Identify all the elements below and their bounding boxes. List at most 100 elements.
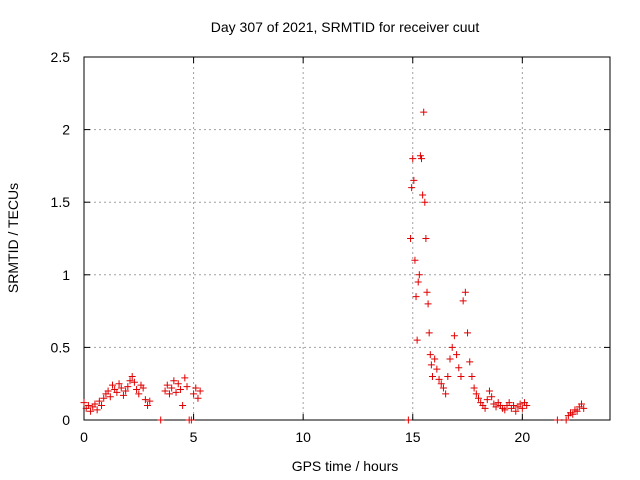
data-point (426, 351, 434, 359)
data-point (461, 288, 469, 296)
data-point (421, 198, 429, 206)
y-tick-label: 1 (62, 267, 70, 283)
data-point (126, 377, 134, 385)
y-tick-label: 2.5 (51, 49, 71, 65)
data-point (176, 386, 184, 394)
data-point (194, 394, 202, 402)
data-point (412, 293, 420, 301)
data-point (453, 351, 461, 359)
data-point (179, 401, 187, 409)
data-point (80, 399, 88, 407)
data-point (455, 364, 463, 372)
data-point (470, 384, 478, 392)
data-point (523, 401, 531, 409)
data-point (93, 406, 101, 414)
data-point (427, 361, 435, 369)
tick-labels: 0 5 10 15 20 0 0.5 1 1.5 2 2.5 (51, 49, 531, 445)
data-point (569, 410, 577, 418)
y-tick-label: 0 (62, 412, 70, 428)
axis-ticks (83, 56, 610, 421)
data-point (423, 288, 431, 296)
data-point (416, 152, 424, 160)
data-point (141, 396, 149, 404)
data-point (510, 401, 518, 409)
data-point (516, 400, 524, 408)
y-tick-label: 2 (62, 122, 70, 138)
data-point (124, 383, 132, 391)
data-point (419, 191, 427, 199)
data-point (466, 358, 474, 366)
grid (84, 57, 610, 420)
data-point (578, 400, 586, 408)
data-point (425, 329, 433, 337)
data-point (133, 386, 141, 394)
data-point (481, 404, 489, 412)
data-point (422, 235, 430, 242)
x-tick-label: 10 (295, 429, 311, 445)
data-point (172, 388, 180, 396)
data-point (428, 372, 436, 380)
data-point (483, 396, 491, 404)
data-point (196, 387, 204, 395)
data-point (562, 416, 570, 424)
data-point (128, 372, 136, 380)
data-point (420, 108, 428, 116)
data-point (518, 404, 526, 412)
data-point (437, 380, 445, 388)
y-tick-label: 0.5 (51, 339, 71, 355)
data-point (501, 406, 509, 414)
data-point (174, 380, 182, 388)
data-point (115, 380, 123, 388)
data-point (431, 355, 439, 363)
data-point (485, 387, 493, 395)
data-point (442, 390, 450, 398)
data-point (450, 332, 458, 340)
data-point (407, 235, 415, 242)
chart-title: Day 307 of 2021, SRMTID for receiver cuu… (211, 19, 480, 35)
data-point (457, 372, 465, 380)
data-point (135, 390, 143, 398)
x-tick-label: 20 (515, 429, 531, 445)
data-point (433, 365, 441, 373)
data-point (130, 378, 138, 386)
data-point (409, 155, 417, 163)
data-point (472, 390, 480, 398)
x-axis-label: GPS time / hours (292, 458, 399, 474)
data-point (161, 387, 169, 395)
data-point (165, 390, 173, 398)
data-point (411, 256, 419, 264)
data-point (104, 387, 112, 395)
data-point (439, 384, 447, 392)
data-marks (80, 108, 588, 424)
data-point (553, 416, 561, 424)
y-tick-label: 1.5 (51, 194, 71, 210)
data-point (98, 401, 106, 409)
data-point (170, 377, 178, 385)
data-point (113, 388, 121, 396)
data-point (181, 374, 189, 382)
data-point (435, 375, 443, 383)
x-tick-label: 0 (80, 429, 88, 445)
data-point (415, 271, 423, 279)
data-point (144, 401, 152, 409)
data-point (146, 397, 154, 405)
data-point (117, 384, 125, 392)
data-point (157, 416, 165, 424)
data-point (580, 404, 588, 412)
data-point (459, 297, 467, 305)
data-point (163, 381, 171, 389)
data-point (424, 300, 432, 308)
data-point (100, 394, 108, 402)
data-point (413, 336, 421, 344)
data-point (410, 176, 418, 184)
data-point (122, 387, 130, 395)
data-point (139, 384, 147, 392)
data-point (573, 407, 581, 415)
data-point (119, 391, 127, 399)
data-point (87, 407, 95, 415)
data-point (408, 184, 416, 192)
data-point (91, 400, 99, 408)
data-point (446, 355, 454, 363)
data-point (464, 329, 472, 337)
data-point (95, 397, 103, 405)
